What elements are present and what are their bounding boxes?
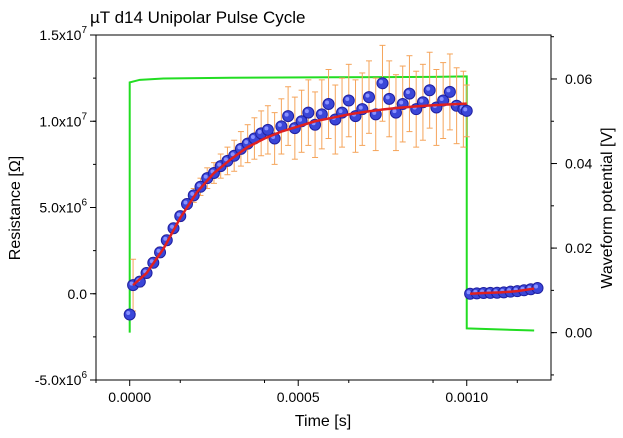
data-point-resistance — [123, 308, 136, 321]
data-point-highlight — [217, 162, 222, 167]
data-point-highlight — [183, 200, 188, 205]
data-point-highlight — [345, 97, 350, 102]
series-fit-line — [132, 102, 467, 287]
series-fit-line — [470, 287, 535, 295]
axis-layer: 0.0000 0.0005 0.0010 1.5x107 1.0x107 5.0x106 0… — [35, 25, 593, 405]
data-point-highlight — [399, 100, 404, 105]
data-point-highlight — [244, 140, 249, 145]
data-point-highlight — [378, 79, 383, 84]
data-point-highlight — [250, 135, 255, 139]
data-point-highlight — [129, 281, 134, 286]
data-point-resistance — [376, 77, 389, 90]
data-point-highlight — [304, 109, 309, 114]
data-point-resistance — [443, 85, 456, 98]
y-right-tick-label: 0.00 — [565, 325, 592, 341]
data-point-resistance — [302, 106, 315, 119]
data-point-highlight — [534, 284, 539, 289]
data-point-highlight — [446, 88, 451, 93]
data-point-resistance — [322, 98, 335, 110]
y-right-tick-label: 0.04 — [565, 156, 592, 172]
y-left-tick-label: 0.0 — [68, 286, 88, 302]
data-point-highlight — [318, 110, 323, 115]
chart-title: µT d14 Unipolar Pulse Cycle — [90, 8, 305, 27]
data-point-highlight — [257, 129, 262, 134]
data-point-highlight — [338, 109, 343, 114]
x-tick-label: 0.0010 — [445, 389, 488, 405]
data-point-highlight — [264, 126, 269, 131]
data-point-resistance — [282, 110, 295, 123]
data-point-highlight — [170, 224, 175, 229]
data-point-resistance — [423, 84, 436, 97]
y-left-tick-label: 1.0x107 — [39, 111, 87, 129]
data-point-highlight — [176, 212, 181, 217]
data-point-highlight — [385, 95, 390, 100]
data-point-highlight — [156, 248, 161, 253]
data-point-highlight — [358, 105, 363, 110]
data-point-highlight — [463, 107, 468, 112]
data-point-highlight — [126, 310, 131, 315]
data-point-highlight — [325, 100, 330, 105]
series-layer — [123, 44, 544, 333]
data-point-highlight — [419, 98, 424, 103]
data-point-resistance — [460, 104, 473, 117]
data-point-highlight — [426, 86, 431, 91]
data-point-resistance — [342, 94, 355, 107]
data-point-highlight — [466, 290, 471, 295]
data-point-highlight — [190, 191, 195, 196]
data-point-highlight — [405, 90, 410, 95]
data-point-highlight — [223, 157, 228, 162]
data-point-resistance — [383, 92, 396, 105]
y-right-tick-label: 0.06 — [565, 71, 592, 87]
y-axis-right-label: Waveform potential [V] — [599, 127, 616, 288]
y-left-tick-label: 1.5x107 — [39, 25, 87, 43]
x-axis-label: Time [s] — [295, 413, 351, 430]
data-point-highlight — [392, 109, 397, 114]
series-waveform-line — [128, 75, 535, 333]
data-point-highlight — [365, 93, 370, 98]
y-right-tick-label: 0.02 — [565, 240, 592, 256]
data-point-highlight — [196, 183, 201, 188]
data-point-highlight — [203, 174, 208, 179]
y-left-tick-label: 5.0x106 — [39, 198, 87, 216]
data-point-highlight — [439, 97, 444, 102]
data-point-highlight — [277, 122, 282, 127]
data-point-highlight — [230, 152, 235, 157]
y-left-tick-label: -5.0x106 — [35, 370, 88, 388]
data-point-highlight — [237, 145, 242, 150]
data-point-highlight — [298, 117, 303, 122]
y-axis-left-label: Resistance [Ω] — [7, 156, 24, 260]
x-tick-label: 0.0005 — [277, 389, 320, 405]
data-point-highlight — [163, 236, 168, 241]
data-point-highlight — [284, 112, 289, 117]
data-point-resistance — [363, 91, 375, 104]
data-point-resistance — [403, 87, 416, 100]
x-tick-label: 0.0000 — [108, 389, 151, 405]
